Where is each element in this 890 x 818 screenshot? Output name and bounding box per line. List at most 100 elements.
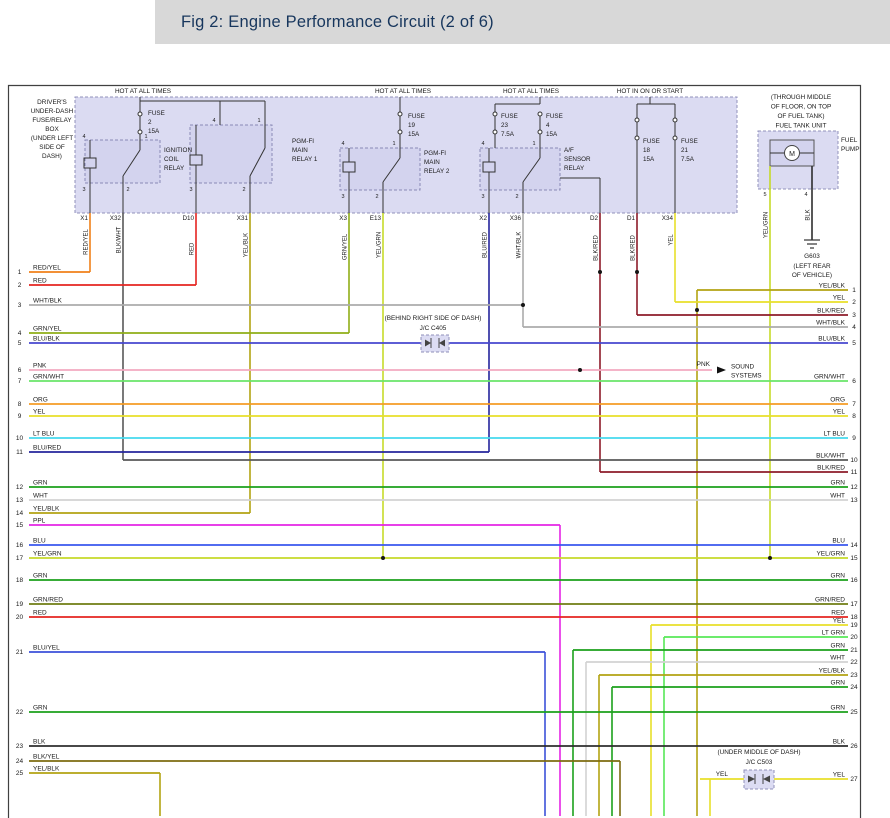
row-number-left: 22 xyxy=(16,709,24,716)
connector-label: X32 xyxy=(110,215,122,222)
diagram-border xyxy=(7,84,862,818)
pin-number: 1 xyxy=(257,118,260,124)
relay-box xyxy=(339,147,421,191)
wire-color-label: RED xyxy=(33,278,47,285)
relay-box xyxy=(479,147,561,191)
row-number-left: 6 xyxy=(18,367,22,374)
row-number-right: 6 xyxy=(852,378,856,385)
ground-note: OF VEHICLE) xyxy=(792,272,832,279)
figure-title: Fig 2: Engine Performance Circuit (2 of … xyxy=(181,12,494,31)
row-number-right: 19 xyxy=(850,622,858,629)
row-number-left: 13 xyxy=(16,497,24,504)
annotation-text: J/C C405 xyxy=(420,325,447,332)
fuse-symbol xyxy=(397,129,403,135)
wire-color-label: BLK xyxy=(806,209,812,220)
row-number-right: 10 xyxy=(850,457,858,464)
fuel-tank-label: (THROUGH MIDDLE xyxy=(771,94,831,101)
wire-color-label: YEL xyxy=(716,771,729,778)
fuse-label: FUSE xyxy=(643,138,660,145)
row-number-left: 11 xyxy=(16,449,23,456)
arrow-icon xyxy=(717,366,726,374)
wire-color-label: BLK/RED xyxy=(631,235,637,261)
pin-number: 4 xyxy=(341,141,344,147)
circuit-line xyxy=(249,147,266,177)
motor-symbol-label: M xyxy=(789,151,795,158)
relay-label: MAIN xyxy=(424,159,440,166)
wire-color-label: GRN xyxy=(33,705,48,712)
fuse-symbol xyxy=(397,111,403,117)
row-number-left: 7 xyxy=(18,378,22,385)
row-number-left: 9 xyxy=(18,413,22,420)
annotation-text: SOUND xyxy=(731,364,754,371)
pin-number: 3 xyxy=(341,194,344,200)
wire-color-label: BLK/RED xyxy=(817,308,845,315)
row-number-right: 24 xyxy=(850,684,858,691)
fuse-symbol xyxy=(634,117,640,123)
row-number-right: 20 xyxy=(850,634,858,641)
junction-dot xyxy=(695,308,699,312)
fuel-pump-label: FUEL xyxy=(841,137,858,144)
annotation-text: (UNDER MIDDLE OF DASH) xyxy=(717,749,800,756)
junction-dot xyxy=(635,270,639,274)
wire-color-label: GRN/WHT xyxy=(814,374,845,381)
wire-color-label: BLK/RED xyxy=(594,235,600,261)
jc-connector xyxy=(420,334,450,353)
figure-title-bar: Fig 2: Engine Performance Circuit (2 of … xyxy=(155,0,890,44)
jc-arrow xyxy=(425,339,431,347)
fuse-label: 15A xyxy=(148,128,160,135)
fuse-symbol xyxy=(492,111,498,117)
fuse-label: 23 xyxy=(501,122,509,129)
relay-coil-symbol xyxy=(189,154,203,166)
junction-dot xyxy=(381,556,385,560)
row-number-right: 8 xyxy=(852,413,856,420)
wire-color-label: GRN/YEL xyxy=(343,233,349,260)
row-number-right: 23 xyxy=(850,672,858,679)
wire-color-label: GRN/YEL xyxy=(33,326,62,333)
row-number-right: 25 xyxy=(850,709,858,716)
connector-label: D10 xyxy=(182,215,194,222)
row-number-left: 10 xyxy=(16,435,24,442)
wire-color-label: RED/YEL xyxy=(33,265,61,272)
row-number-right: 4 xyxy=(852,324,856,331)
wire-color-label: ORG xyxy=(830,397,845,404)
wire-color-label: ORG xyxy=(33,397,48,404)
wire-color-label: PNK xyxy=(697,361,711,368)
fuel-tank-label: OF FLOOR, ON TOP xyxy=(771,104,831,111)
wire-color-label: YEL xyxy=(33,409,46,416)
row-number-left: 19 xyxy=(16,601,24,608)
wire-color-label: LT GRN xyxy=(822,630,846,637)
relay-box xyxy=(84,139,161,184)
wire-color-label: GRN/WHT xyxy=(33,374,64,381)
row-number-right: 9 xyxy=(852,435,856,442)
wire-color-label: WHT/BLK xyxy=(517,232,523,259)
wire-color-label: WHT/BLK xyxy=(816,320,846,327)
fuse-box-label: FUSE/RELAY xyxy=(32,117,72,124)
row-number-right: 22 xyxy=(850,659,858,666)
wire-color-label: WHT xyxy=(830,493,845,500)
wire-color-label: YEL xyxy=(669,234,675,246)
wire-color-label: GRN/RED xyxy=(815,597,845,604)
pin-number: 2 xyxy=(126,187,129,193)
fuel-tank-label: FUEL TANK UNIT xyxy=(775,123,826,130)
pin-number: 4 xyxy=(212,118,215,124)
wire-color-label: PPL xyxy=(33,518,46,525)
row-number-left: 25 xyxy=(16,770,24,777)
row-number-left: 1 xyxy=(18,269,22,276)
wire-color-label: RED xyxy=(831,610,845,617)
relay-coil-symbol xyxy=(83,157,97,169)
wire-color-label: WHT xyxy=(830,655,845,662)
connector-label: D2 xyxy=(590,215,599,222)
connector-label: X2 xyxy=(479,215,487,222)
annotation-text: SYSTEMS xyxy=(731,373,762,380)
jc-arrow xyxy=(748,775,755,783)
wire-color-label: YEL/GRN xyxy=(33,551,62,558)
connector-label: E13 xyxy=(370,215,382,222)
row-number-right: 27 xyxy=(850,776,858,783)
row-number-right: 2 xyxy=(852,299,856,306)
hot-label: HOT AT ALL TIMES xyxy=(375,88,431,95)
wire-color-label: BLU/BLK xyxy=(33,336,60,343)
annotation-text: (BEHIND RIGHT SIDE OF DASH) xyxy=(385,315,482,322)
wire-color-label: GRN xyxy=(831,573,846,580)
row-number-left: 4 xyxy=(18,330,22,337)
jc-arrow xyxy=(763,775,770,783)
